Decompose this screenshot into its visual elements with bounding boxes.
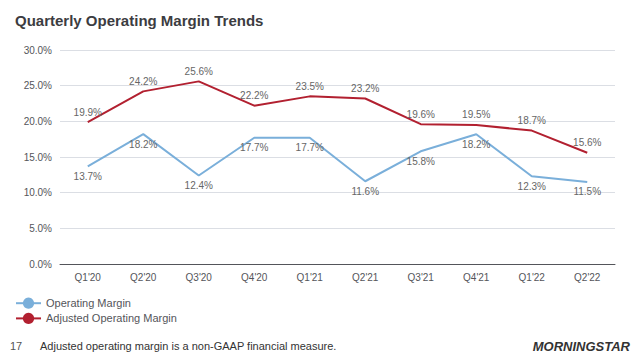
svg-text:Q1'21: Q1'21 <box>297 272 324 283</box>
svg-text:Adjusted operating margin is a: Adjusted operating margin is a non-GAAP … <box>40 340 336 352</box>
svg-text:24.2%: 24.2% <box>129 76 157 87</box>
svg-text:25.0%: 25.0% <box>24 80 52 91</box>
svg-text:13.7%: 13.7% <box>74 171 102 182</box>
svg-text:Q2'22: Q2'22 <box>574 272 601 283</box>
svg-text:0.0%: 0.0% <box>29 259 52 270</box>
svg-text:22.2%: 22.2% <box>240 90 268 101</box>
svg-text:23.2%: 23.2% <box>351 83 379 94</box>
svg-text:Q1'22: Q1'22 <box>519 272 546 283</box>
svg-text:Q2'20: Q2'20 <box>130 272 157 283</box>
svg-text:25.6%: 25.6% <box>185 66 213 77</box>
svg-text:Q1'20: Q1'20 <box>75 272 102 283</box>
svg-text:Q3'20: Q3'20 <box>186 272 213 283</box>
svg-text:Q4'21: Q4'21 <box>463 272 490 283</box>
svg-text:20.0%: 20.0% <box>24 116 52 127</box>
svg-text:11.5%: 11.5% <box>573 186 601 197</box>
svg-text:15.0%: 15.0% <box>24 152 52 163</box>
svg-text:Quarterly Operating Margin Tre: Quarterly Operating Margin Trends <box>15 12 263 29</box>
svg-text:15.8%: 15.8% <box>407 156 435 167</box>
svg-text:5.0%: 5.0% <box>29 223 52 234</box>
svg-text:18.2%: 18.2% <box>129 139 157 150</box>
svg-text:19.9%: 19.9% <box>74 107 102 118</box>
svg-text:Q4'20: Q4'20 <box>241 272 268 283</box>
svg-text:18.2%: 18.2% <box>462 139 490 150</box>
svg-text:MORNINGSTAR: MORNINGSTAR <box>533 339 631 354</box>
svg-text:23.5%: 23.5% <box>296 81 324 92</box>
svg-text:18.7%: 18.7% <box>518 115 546 126</box>
svg-text:19.5%: 19.5% <box>462 109 490 120</box>
svg-text:Q3'21: Q3'21 <box>408 272 435 283</box>
svg-text:Q2'21: Q2'21 <box>352 272 379 283</box>
svg-text:12.3%: 12.3% <box>518 181 546 192</box>
svg-text:17.7%: 17.7% <box>240 142 268 153</box>
svg-text:12.4%: 12.4% <box>185 180 213 191</box>
svg-text:30.0%: 30.0% <box>24 45 52 56</box>
svg-text:19.6%: 19.6% <box>407 109 435 120</box>
svg-text:17.7%: 17.7% <box>296 142 324 153</box>
svg-text:17: 17 <box>10 340 22 352</box>
svg-text:10.0%: 10.0% <box>24 187 52 198</box>
svg-text:Adjusted Operating Margin: Adjusted Operating Margin <box>46 312 177 324</box>
svg-text:Operating Margin: Operating Margin <box>46 297 131 309</box>
svg-text:15.6%: 15.6% <box>573 137 601 148</box>
svg-text:11.6%: 11.6% <box>351 186 379 197</box>
